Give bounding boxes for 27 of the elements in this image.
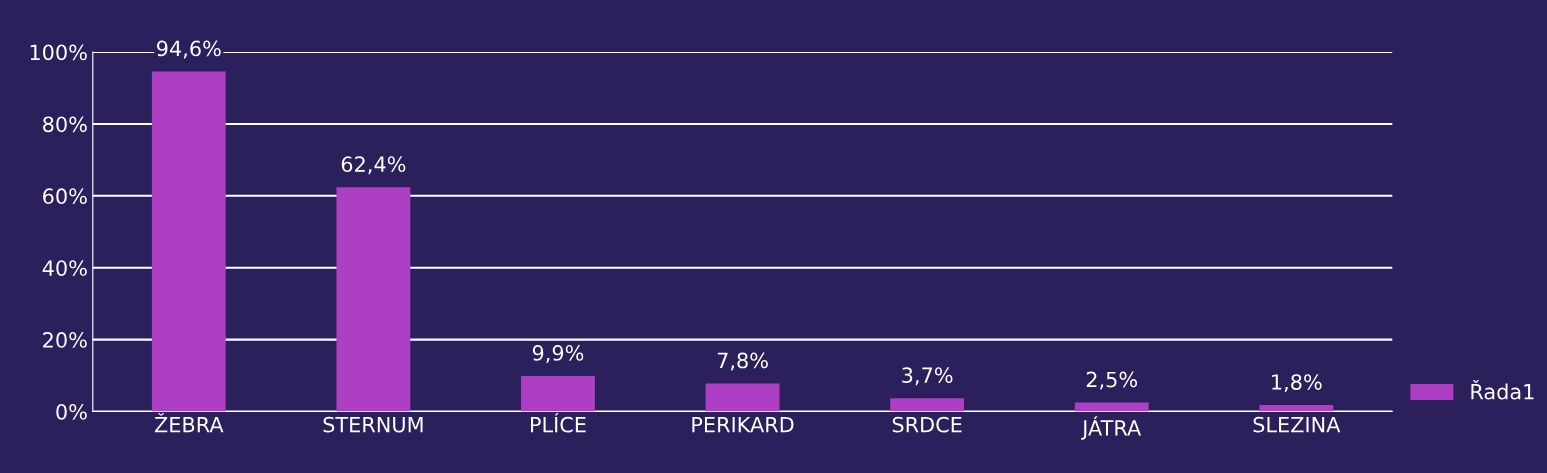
x-tick-label: SRDCE [892, 416, 962, 433]
y-tick-label: 20% [43, 332, 87, 348]
bar [336, 187, 411, 412]
data-label: 62,4% [341, 156, 406, 175]
bar [705, 383, 780, 412]
x-tick-label: STERNUM [323, 416, 423, 433]
data-label: 94,6% [157, 40, 221, 59]
y-tick-label: 80% [43, 116, 87, 133]
data-label: 1,8% [1272, 374, 1322, 393]
bar [521, 375, 595, 412]
data-label: 2,5% [1086, 371, 1138, 390]
x-tick-label: PERIKARD [692, 417, 794, 433]
x-tick-label: ŽEBRA [154, 412, 224, 433]
legend-label: Řada1 [1471, 379, 1534, 400]
x-tick-label: JÁTRA [1081, 416, 1142, 440]
x-tick-label: SLEZINA [1253, 416, 1341, 433]
data-label: 3,7% [902, 367, 953, 386]
bar [1259, 405, 1334, 412]
y-tick-label: 0% [56, 403, 87, 420]
data-label: 9,9% [532, 345, 584, 363]
y-tick-label: 40% [42, 260, 87, 276]
x-tick-label: PLÍCE [531, 412, 586, 433]
bar [151, 71, 226, 412]
bar [890, 398, 965, 412]
y-tick-label: 60% [43, 188, 87, 205]
data-label: 7,8% [717, 352, 768, 371]
y-tick-label: 100% [30, 44, 87, 61]
